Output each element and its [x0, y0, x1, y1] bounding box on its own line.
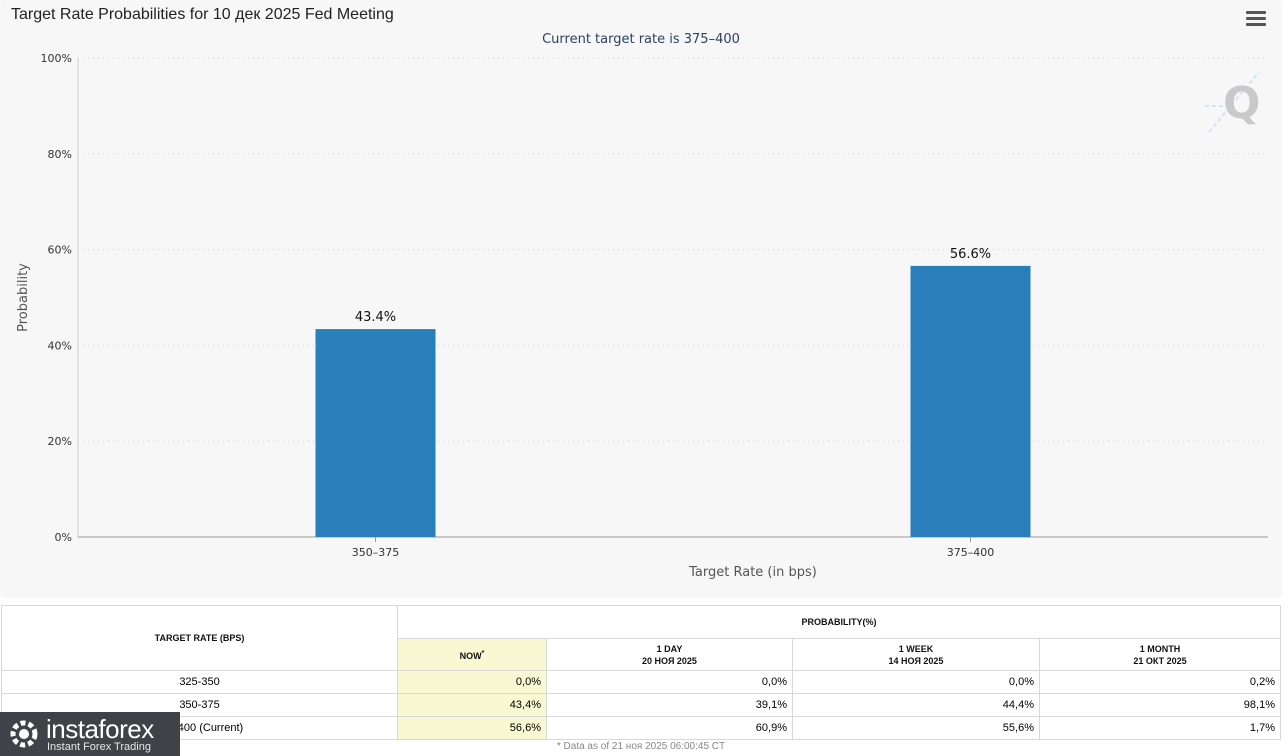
day-cell: 39,1%: [546, 693, 793, 717]
col-1month-header: 1 MONTH 21 ОКТ 2025: [1039, 638, 1281, 671]
x-tick-label: 350–375: [352, 546, 400, 559]
rate-cell: 325-350: [1, 670, 398, 694]
y-tick-label: 20%: [48, 435, 72, 448]
chart-panel: 0% 20% 40% 60% 80% 100% 43.4% 350–375 56.6% 375–4…: [11, 6, 1268, 580]
probability-table: TARGET RATE (BPS) PROBABILITY(%) NOW* 1 …: [1, 605, 1281, 740]
x-tick-label: 375–400: [947, 546, 995, 559]
logo-name: instaforex: [46, 714, 154, 744]
hamburger-menu-icon[interactable]: [1246, 11, 1266, 27]
now-cell: 56,6%: [397, 716, 547, 740]
month-cell: 0,2%: [1039, 670, 1281, 694]
day-cell: 0,0%: [546, 670, 793, 694]
day-cell: 60,9%: [546, 716, 793, 740]
data-timestamp-footnote: * Data as of 21 ноя 2025 06:00:45 CT: [556, 741, 726, 752]
now-cell: 43,4%: [397, 693, 547, 717]
y-tick-label: 0%: [55, 531, 72, 544]
table-row: 350-375 43,4% 39,1% 44,4% 98,1%: [1, 693, 1281, 717]
now-cell: 0,0%: [397, 670, 547, 694]
month-cell: 98,1%: [1039, 693, 1281, 717]
y-axis-title: Probability: [16, 263, 31, 332]
instaforex-logo[interactable]: instaforex Instant Forex Trading: [0, 712, 180, 756]
week-cell: 44,4%: [792, 693, 1040, 717]
week-cell: 55,6%: [792, 716, 1040, 740]
bar: [910, 265, 1031, 537]
probability-header: PROBABILITY(%): [397, 605, 1281, 639]
data-label: 56.6%: [950, 247, 991, 262]
chart-subtitle: Current target rate is 375–400: [542, 32, 740, 47]
y-tick-label: 80%: [48, 148, 72, 161]
bar: [315, 329, 436, 537]
table-row: 375-400 (Current) 56,6% 60,9% 55,6% 1,7%: [1, 716, 1281, 740]
x-axis-title: Target Rate (in bps): [688, 565, 817, 580]
chart-title: Target Rate Probabilities for 10 дек 202…: [11, 6, 394, 23]
y-tick-label: 60%: [48, 244, 72, 257]
month-cell: 1,7%: [1039, 716, 1281, 740]
logo-tagline: Instant Forex Trading: [47, 741, 151, 753]
col-1week-header: 1 WEEK 14 НОЯ 2025: [792, 638, 1040, 671]
col-1day-header: 1 DAY 20 НОЯ 2025: [546, 638, 793, 671]
q-watermark-icon: Q: [1205, 71, 1260, 133]
table-row: 325-350 0,0% 0,0% 0,0% 0,2%: [1, 670, 1281, 694]
chart-canvas: 0% 20% 40% 60% 80% 100% 43.4% 350–375 56.6% 375–4…: [16, 52, 1268, 580]
y-tick-label: 100%: [41, 52, 72, 65]
week-cell: 0,0%: [792, 670, 1040, 694]
svg-text:Q: Q: [1223, 78, 1260, 129]
col-now-header: NOW*: [397, 638, 547, 671]
gear-logo-icon: [10, 720, 38, 748]
target-rate-header: TARGET RATE (BPS): [1, 605, 398, 671]
y-tick-label: 40%: [48, 339, 72, 352]
data-label: 43.4%: [355, 310, 396, 325]
